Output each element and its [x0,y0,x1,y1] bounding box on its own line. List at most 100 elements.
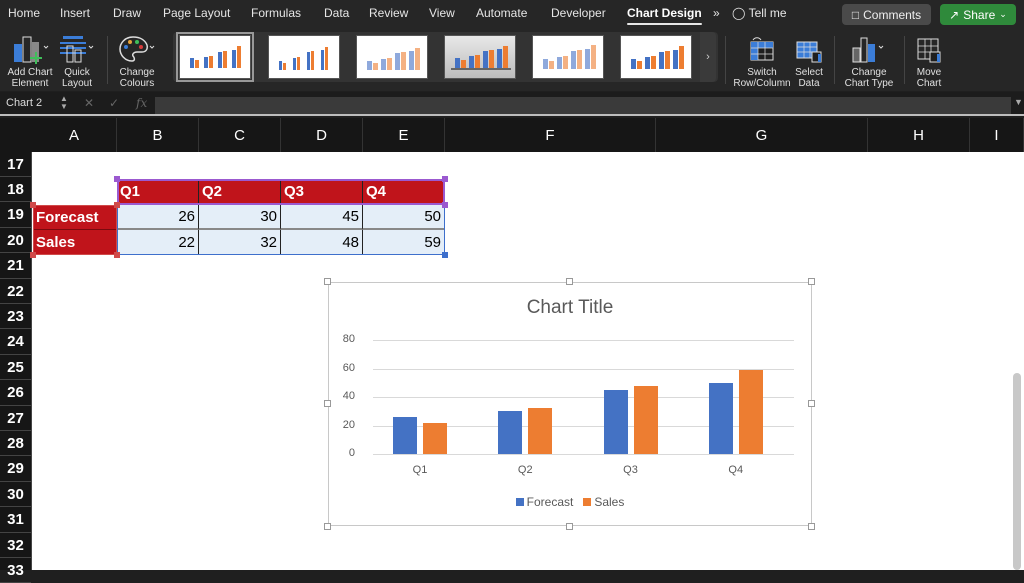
cell-C19[interactable]: 30 [199,205,281,230]
function-icon[interactable]: fx [136,96,148,110]
name-box-stepper-icon[interactable]: ▲ ▼ [60,94,68,111]
chart-resize-handle[interactable] [324,278,331,285]
tab-chart-design[interactable]: Chart Design [627,6,702,25]
cell-C18[interactable]: Q2 [199,179,281,204]
tab-draw[interactable]: Draw [113,6,142,20]
cell-A19[interactable]: Forecast [33,205,117,230]
row-header-26[interactable]: 26 [0,381,31,406]
tab-home[interactable]: Home [8,6,41,20]
tab-insert[interactable]: Insert [60,6,91,20]
select-data-button[interactable]: Select Data [792,32,826,89]
cell-B20[interactable]: 22 [117,230,199,255]
expand-formula-bar-icon[interactable]: ▼ [1014,97,1023,107]
tab-view[interactable]: View [429,6,455,20]
bar-sales-q4[interactable] [738,369,763,454]
chart-resize-handle[interactable] [808,278,815,285]
cancel-icon[interactable]: ✕ [84,96,95,110]
column-header-a[interactable]: A [32,118,117,152]
chart-resize-handle[interactable] [324,523,331,530]
tab-automate[interactable]: Automate [476,6,528,20]
name-box[interactable]: Chart 2 ▲ ▼ [0,94,72,114]
bar-forecast-q3[interactable] [603,389,628,454]
row-header-24[interactable]: 24 [0,330,31,355]
row-header-17[interactable]: 17 [0,152,31,177]
chart-object[interactable]: Chart Title Forecast Sales 0 20 40 60 80 Q1 Q2… [328,282,812,526]
cell-D20[interactable]: 48 [281,230,363,255]
range-resize-handle[interactable] [114,202,120,208]
row-header-22[interactable]: 22 [0,279,31,304]
range-resize-handle[interactable] [30,202,36,208]
range-resize-handle[interactable] [114,176,120,182]
bar-forecast-q4[interactable] [708,382,733,454]
column-header-d[interactable]: D [281,118,363,152]
cell-C20[interactable]: 32 [199,230,281,255]
row-header-27[interactable]: 27 [0,406,31,431]
legend-item-forecast[interactable]: Forecast [515,495,573,509]
column-header-f[interactable]: F [445,118,656,152]
range-resize-handle[interactable] [442,252,448,258]
change-colours-button[interactable]: Change Colours [116,32,158,89]
add-chart-element-button[interactable]: Add Chart Element [4,32,56,89]
bar-sales-q3[interactable] [633,385,658,454]
row-header-31[interactable]: 31 [0,508,31,533]
column-header-e[interactable]: E [363,118,445,152]
tab-data[interactable]: Data [324,6,350,20]
formula-input[interactable] [155,97,1011,114]
chart-style-2[interactable] [268,35,340,79]
row-header-23[interactable]: 23 [0,304,31,330]
column-header-b[interactable]: B [117,118,199,152]
chart-resize-handle[interactable] [324,400,331,407]
row-header-19[interactable]: 19 [0,203,31,228]
tab-review[interactable]: Review [369,6,409,20]
chart-style-3[interactable] [356,35,428,79]
comments-button[interactable]: □ Comments [842,4,931,25]
tab-page-layout[interactable]: Page Layout [163,6,231,20]
range-resize-handle[interactable] [114,252,120,258]
chart-legend[interactable]: Forecast Sales [329,495,811,509]
row-header-30[interactable]: 30 [0,482,31,508]
change-chart-type-button[interactable]: Change Chart Type [842,32,896,89]
bar-forecast-q2[interactable] [498,411,523,454]
move-chart-button[interactable]: Move Chart [910,32,948,89]
tab-formulas[interactable]: Formulas [251,6,302,20]
row-header-18[interactable]: 18 [0,177,31,203]
range-resize-handle[interactable] [30,252,36,258]
enter-icon[interactable]: ✓ [109,96,120,110]
cell-B18[interactable]: Q1 [117,179,199,204]
range-resize-handle[interactable] [442,202,448,208]
row-header-28[interactable]: 28 [0,431,31,457]
chart-style-1[interactable] [176,32,254,82]
column-header-c[interactable]: C [199,118,281,152]
row-header-21[interactable]: 21 [0,254,31,279]
tell-me-more-icon[interactable]: » [713,6,720,20]
cell-D19[interactable]: 45 [281,205,363,230]
cell-A20[interactable]: Sales [33,230,117,255]
share-button[interactable]: ↗ Share ⌄ [940,4,1016,25]
tell-me-search[interactable]: ◯ Tell me [732,6,787,20]
column-header-g[interactable]: G [656,118,868,152]
bar-sales-q1[interactable] [423,422,447,454]
chart-resize-handle[interactable] [566,523,573,530]
column-header-h[interactable]: H [868,118,970,152]
switch-row-column-button[interactable]: Switch Row/Column [733,32,791,89]
chart-style-6[interactable] [620,35,692,79]
gallery-next-button[interactable]: › [700,32,716,82]
bar-sales-q2[interactable] [528,408,553,454]
row-header-25[interactable]: 25 [0,355,31,381]
bar-forecast-q1[interactable] [393,416,417,454]
chart-style-5[interactable] [532,35,604,79]
chart-style-4[interactable] [444,35,516,79]
chart-resize-handle[interactable] [566,278,573,285]
legend-item-sales[interactable]: Sales [583,495,624,509]
row-header-32[interactable]: 32 [0,533,31,558]
vertical-scrollbar[interactable] [1013,373,1021,570]
cell-E19[interactable]: 50 [363,205,445,230]
chart-resize-handle[interactable] [808,400,815,407]
range-resize-handle[interactable] [442,176,448,182]
row-header-20[interactable]: 20 [0,228,31,254]
row-header-33[interactable]: 33 [0,558,31,583]
tab-developer[interactable]: Developer [551,6,606,20]
cell-B19[interactable]: 26 [117,205,199,230]
cell-D18[interactable]: Q3 [281,179,363,204]
chart-resize-handle[interactable] [808,523,815,530]
